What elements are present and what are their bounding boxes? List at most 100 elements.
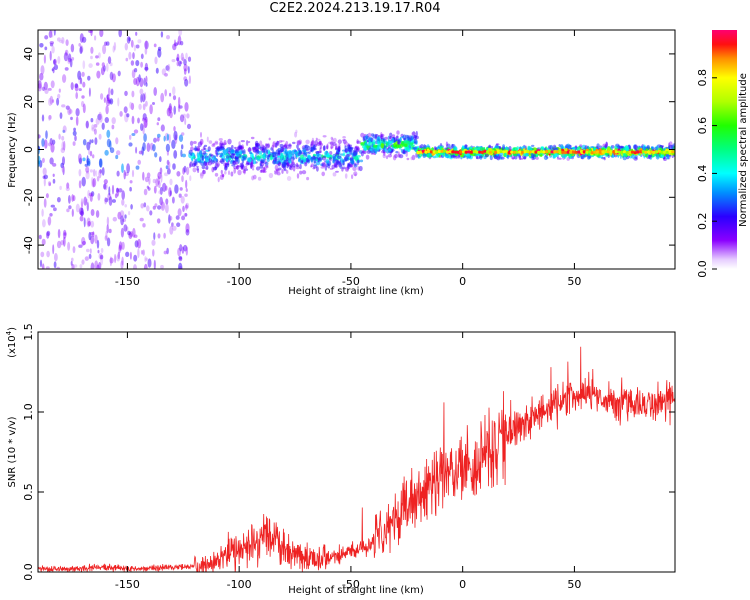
spectrogram-cell [518,150,522,154]
spectrogram-cell [137,238,142,249]
spectrogram-cell [70,82,74,91]
spectrogram-cell [366,140,369,143]
spectrogram-cell [118,188,123,193]
spectrogram-cell [132,227,136,238]
spectrogram-cell [301,157,304,161]
spectrogram-cell [236,164,240,170]
spectrogram-cell [166,133,170,141]
spectrogram-cell [265,143,270,148]
spectrogram-cell [153,259,156,269]
spectrogram-cell [381,150,386,154]
spectrogram-cell [200,161,205,166]
spectrogram-cell [192,152,195,158]
spectrogram-cell [108,186,111,196]
spectrogram-cell [186,166,190,176]
spectrogram-cell [51,99,55,103]
spectrogram-cell [601,156,605,160]
spectrogram-cell [65,39,69,46]
spectrogram-cell [169,225,174,235]
spectrogram-cell [384,136,388,140]
spectrogram-cell [70,116,73,121]
spectrogram-cell [535,156,539,160]
spectrogram-cell [155,67,159,74]
spectrogram-cell [315,160,321,166]
spectrogram-cell [142,103,146,111]
spectrogram-cell [60,240,65,246]
spectrogram-cell [279,143,284,148]
spectrogram-cell [61,135,65,141]
spectrogram-cell [48,115,52,120]
spectrogram-cell [42,167,47,176]
spectrogram-cell [272,141,275,148]
spectrogram-cell [106,216,110,226]
spectrogram-cell [360,151,364,157]
spectrogram-cell [590,151,594,155]
spectrogram-cell [157,133,161,138]
spectrogram-cell [104,235,108,241]
spectrogram-cell [133,254,138,262]
spectrogram-cell [70,43,75,53]
spectrogram-cell [247,141,251,143]
spectrogram-cell [112,216,118,222]
spectrogram-cell [118,30,122,38]
spectrogram-cell [180,52,184,62]
spectrogram-cell [197,157,201,162]
spectrogram-cell [77,70,82,81]
spectrogram-cell [104,197,109,203]
spectrogram-cell [56,97,60,106]
spectrogram-cell [137,39,142,44]
spectrogram-cell [116,187,119,193]
spectrogram-cell [344,156,348,162]
spectrogram-cell [59,39,64,44]
spectrogram-cell [435,150,439,154]
spectrogram-cell [248,146,252,153]
spectrogram-cell [515,150,519,154]
spectrogram-cell [133,129,139,134]
spectrogram-cell [140,53,144,60]
spectrogram-cell [110,88,114,96]
spectrogram-cell [108,196,113,206]
chart-title: C2E2.2024.213.19.17.R04 [269,1,441,16]
spectrogram-cell [50,204,55,208]
colorbar: 0.0 0.2 0.4 0.6 0.8 Normalized spectral ampl… [696,30,749,278]
spectrogram-cell [87,220,92,227]
spectrogram-cell [457,154,460,159]
colorbar-tick-label: 0.2 [696,212,709,230]
spectrogram-cell [271,144,275,151]
spectrogram-cell [587,155,591,160]
spectrogram-cell [157,205,162,210]
spectrogram-cell [400,149,404,153]
spectrogram-cell [160,173,163,183]
spectrogram-cell [94,137,98,145]
spectrogram-cell [181,153,186,158]
spectrogram-cell [177,104,181,113]
spectrogram-cell [281,140,285,143]
spectrogram-cell [140,61,144,68]
spectrogram-cell [380,143,385,149]
spectrogram-cell [245,140,249,146]
spectrogram-cell [311,156,316,160]
spectrogram-cell [231,153,236,156]
spectrogram-cell [90,262,95,269]
spectrogram-cell [43,177,46,187]
spectrogram-cell [71,208,74,217]
spectrogram-cell [502,144,505,149]
spectrogram-cell [138,74,141,83]
spectrogram-cell [95,210,100,218]
spectrogram-cell [88,231,92,241]
spectrogram-cell [89,169,93,173]
spectrogram-cell [101,62,105,68]
spectrogram-cell [159,156,162,163]
spectrogram-cell [104,117,110,123]
spectrogram-cell [184,204,189,209]
spectrogram-cell [66,208,70,213]
spectrogram-cell [205,165,209,170]
spectrogram-cell [310,165,313,168]
spectrogram-cell [216,162,220,167]
spectrogram-cell [639,150,643,154]
spectrogram-cell [380,134,384,139]
spectrogram-cell [153,43,157,48]
spectrogram-cell [622,150,627,154]
spectrogram-cell [99,158,103,168]
